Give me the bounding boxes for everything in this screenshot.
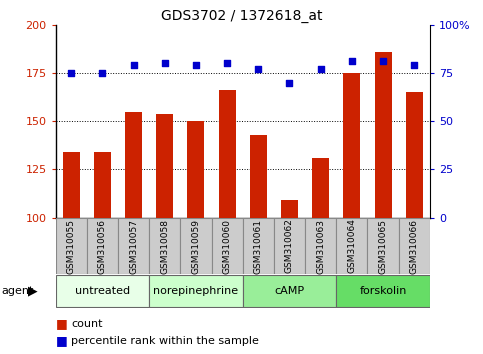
Text: forskolin: forskolin [359, 286, 407, 296]
Point [161, 61, 169, 66]
Point [67, 70, 75, 76]
Text: ▶: ▶ [28, 285, 38, 297]
Text: GSM310056: GSM310056 [98, 218, 107, 274]
Text: GSM310063: GSM310063 [316, 218, 325, 274]
Bar [312, 158, 329, 218]
FancyBboxPatch shape [118, 218, 149, 274]
Text: GSM310064: GSM310064 [347, 218, 356, 274]
Text: cAMP: cAMP [274, 286, 305, 296]
FancyBboxPatch shape [149, 275, 242, 307]
Text: GSM310065: GSM310065 [379, 218, 387, 274]
Text: GSM310066: GSM310066 [410, 218, 419, 274]
Text: GSM310058: GSM310058 [160, 218, 169, 274]
FancyBboxPatch shape [242, 275, 336, 307]
Point [223, 61, 231, 66]
FancyBboxPatch shape [56, 275, 149, 307]
FancyBboxPatch shape [305, 218, 336, 274]
Text: norepinephrine: norepinephrine [154, 286, 239, 296]
Bar [125, 112, 142, 218]
FancyBboxPatch shape [87, 218, 118, 274]
Point [285, 80, 293, 85]
Bar [63, 152, 80, 218]
Text: percentile rank within the sample: percentile rank within the sample [71, 336, 259, 346]
FancyBboxPatch shape [149, 218, 180, 274]
Text: GSM310060: GSM310060 [223, 218, 232, 274]
Bar [218, 90, 236, 218]
Bar [374, 52, 392, 218]
Text: untreated: untreated [75, 286, 130, 296]
FancyBboxPatch shape [274, 218, 305, 274]
Bar [250, 135, 267, 218]
Bar [281, 200, 298, 218]
Text: GSM310059: GSM310059 [191, 218, 200, 274]
Point [255, 66, 262, 72]
FancyBboxPatch shape [242, 218, 274, 274]
Text: GSM310062: GSM310062 [285, 218, 294, 274]
Text: GDS3702 / 1372618_at: GDS3702 / 1372618_at [161, 9, 322, 23]
FancyBboxPatch shape [398, 218, 430, 274]
Text: agent: agent [1, 286, 33, 296]
Point [411, 62, 418, 68]
Bar [187, 121, 204, 218]
FancyBboxPatch shape [180, 218, 212, 274]
Text: ■: ■ [56, 318, 67, 330]
Point [129, 62, 137, 68]
FancyBboxPatch shape [56, 218, 87, 274]
FancyBboxPatch shape [336, 218, 368, 274]
Text: count: count [71, 319, 103, 329]
FancyBboxPatch shape [212, 218, 242, 274]
Bar [94, 152, 111, 218]
Point [379, 59, 387, 64]
Bar [406, 92, 423, 218]
Bar [343, 73, 360, 218]
Bar [156, 114, 173, 218]
Point [99, 70, 106, 76]
Text: GSM310057: GSM310057 [129, 218, 138, 274]
Point [348, 59, 356, 64]
FancyBboxPatch shape [368, 218, 398, 274]
Point [317, 66, 325, 72]
Text: GSM310061: GSM310061 [254, 218, 263, 274]
Text: GSM310055: GSM310055 [67, 218, 76, 274]
Text: ■: ■ [56, 334, 67, 347]
Point [192, 62, 200, 68]
FancyBboxPatch shape [336, 275, 430, 307]
